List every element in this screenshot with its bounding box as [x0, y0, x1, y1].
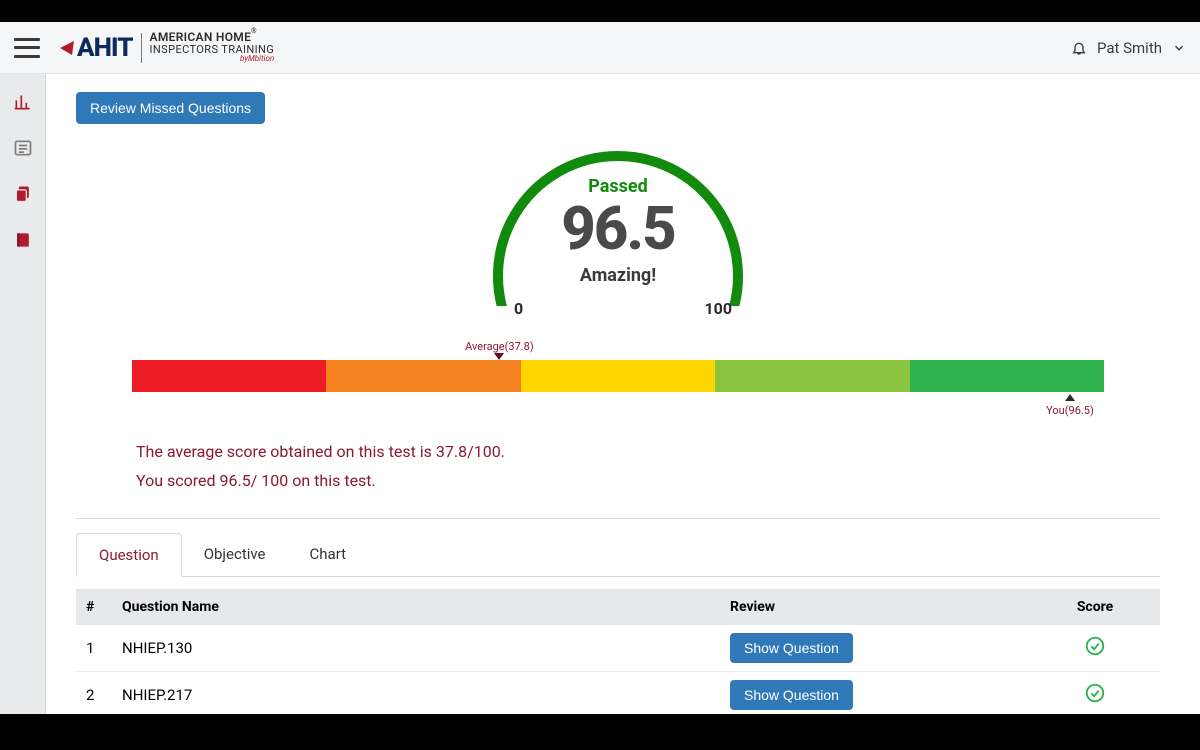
table-header: # Question Name Review Score [76, 589, 1160, 625]
average-marker-label: Average(37.8) [465, 340, 534, 353]
summary-line-2: You scored 96.5/ 100 on this test. [136, 467, 1100, 496]
gauge-max: 100 [704, 299, 732, 318]
gradient-segment [521, 360, 715, 392]
gauge-subtitle: Amazing! [468, 265, 768, 286]
tab-objective[interactable]: Objective [182, 533, 288, 576]
score-distribution: Average(37.8) You(96.5) [76, 340, 1160, 432]
result-tabs: QuestionObjectiveChart [76, 533, 1160, 577]
bar-chart-icon[interactable] [13, 92, 33, 112]
score-gauge: Passed 96.5 Amazing! 0 100 [468, 116, 768, 310]
you-marker-label: You(96.5) [1046, 404, 1094, 417]
score-summary: The average score obtained on this test … [76, 438, 1160, 496]
user-name: Pat Smith [1097, 39, 1162, 57]
gradient-segment [910, 360, 1104, 392]
summary-line-1: The average score obtained on this test … [136, 438, 1100, 467]
brand-logo[interactable]: AHIT AMERICAN HOME INSPECTORS TRAINING b… [60, 31, 274, 64]
gauge-score: 96.5 [468, 199, 768, 259]
gauge-min: 0 [514, 299, 523, 318]
row-question-name: NHIEP.217 [122, 686, 730, 704]
gradient-segment [326, 360, 520, 392]
book-icon[interactable] [13, 230, 33, 250]
row-question-name: NHIEP.130 [122, 639, 730, 657]
logo-arrow-icon [59, 41, 74, 55]
check-circle-icon [1084, 682, 1106, 704]
col-name: Question Name [122, 599, 730, 615]
col-review: Review [730, 599, 1030, 615]
gradient-bar [132, 360, 1104, 392]
main-content: Review Missed Questions Passed 96.5 Amaz… [46, 74, 1200, 714]
brand-main: AHIT [77, 33, 133, 63]
brand-line1: AMERICAN HOME [150, 31, 275, 44]
user-menu[interactable]: Pat Smith [1071, 39, 1186, 57]
section-divider [76, 518, 1160, 519]
tab-chart[interactable]: Chart [288, 533, 369, 576]
show-question-button[interactable]: Show Question [730, 680, 853, 710]
questions-table: # Question Name Review Score 1NHIEP.130S… [76, 589, 1160, 714]
menu-toggle[interactable] [14, 38, 40, 58]
you-marker-caret [1065, 394, 1075, 401]
copy-icon[interactable] [13, 184, 33, 204]
table-row: 2NHIEP.217Show Question [76, 672, 1160, 714]
brand-line3: byMbition [150, 55, 275, 63]
bell-icon[interactable] [1071, 40, 1087, 56]
list-icon[interactable] [13, 138, 33, 158]
gradient-segment [132, 360, 326, 392]
average-marker-caret [494, 353, 504, 360]
check-circle-icon [1084, 635, 1106, 657]
side-rail [0, 74, 46, 714]
chevron-down-icon[interactable] [1172, 41, 1186, 55]
review-missed-button[interactable]: Review Missed Questions [76, 92, 265, 124]
row-num: 2 [76, 686, 122, 704]
top-header: AHIT AMERICAN HOME INSPECTORS TRAINING b… [0, 22, 1200, 74]
table-row: 1NHIEP.130Show Question [76, 625, 1160, 672]
tab-question[interactable]: Question [76, 533, 182, 577]
gradient-segment [715, 360, 909, 392]
show-question-button[interactable]: Show Question [730, 633, 853, 663]
col-score: Score [1030, 599, 1160, 615]
col-num: # [76, 599, 122, 615]
row-num: 1 [76, 639, 122, 657]
